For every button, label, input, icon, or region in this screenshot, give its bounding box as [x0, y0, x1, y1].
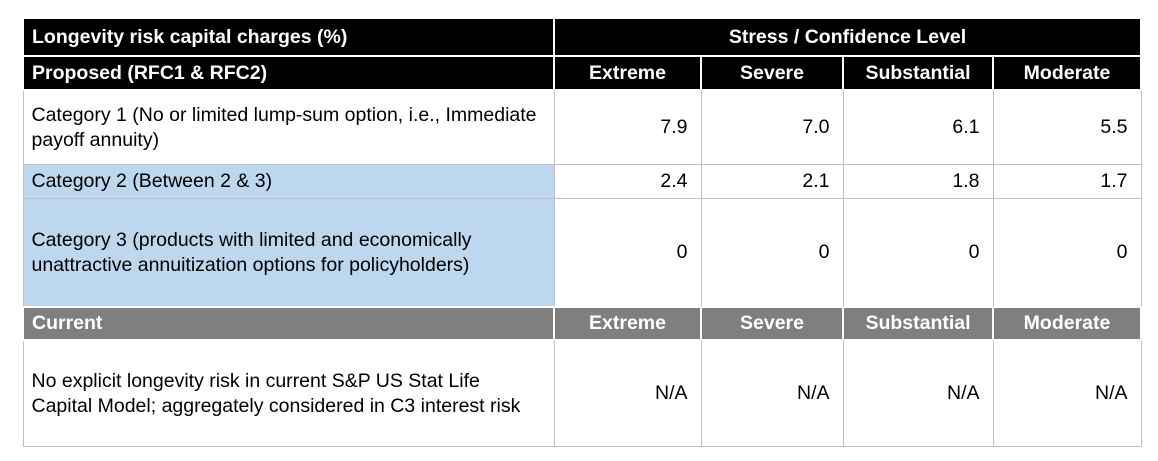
category-2-label: Category 2 (Between 2 & 3) — [22, 163, 555, 199]
current-level-extreme: Extreme — [553, 306, 702, 341]
category-2-substantial-value: 1.8 — [842, 163, 994, 199]
category-1-label: Category 1 (No or limited lump-sum optio… — [22, 89, 555, 165]
category-3-severe-value: 0 — [700, 197, 844, 308]
current-moderate-value: N/A — [992, 339, 1142, 448]
category-3-substantial-value: 0 — [842, 197, 994, 308]
table-row-current-model: No explicit longevity risk in current S&… — [22, 339, 1142, 448]
category-3-extreme-value: 0 — [553, 197, 702, 308]
proposed-level-severe: Severe — [700, 54, 844, 92]
longevity-risk-table: Longevity risk capital charges (%) Stres… — [22, 17, 1143, 448]
proposed-level-moderate: Moderate — [991, 54, 1143, 92]
current-level-moderate: Moderate — [991, 306, 1143, 341]
current-extreme-value: N/A — [553, 339, 702, 448]
category-2-moderate-value: 1.7 — [992, 163, 1142, 199]
stress-confidence-header: Stress / Confidence Level — [552, 17, 1143, 57]
table-row-category-2: Category 2 (Between 2 & 3) 2.4 2.1 1.8 1… — [22, 163, 1142, 199]
current-level-substantial: Substantial — [842, 306, 994, 341]
category-3-label: Category 3 (products with limited and ec… — [22, 197, 555, 308]
current-severe-value: N/A — [700, 339, 844, 448]
category-1-severe-value: 7.0 — [700, 89, 844, 165]
proposed-header-row: Proposed (RFC1 & RFC2) Extreme Severe Su… — [22, 54, 1143, 92]
category-1-extreme-value: 7.9 — [553, 89, 702, 165]
current-model-label: No explicit longevity risk in current S&… — [22, 339, 555, 448]
proposed-label: Proposed (RFC1 & RFC2) — [22, 54, 555, 92]
category-1-substantial-value: 6.1 — [842, 89, 994, 165]
table-row-category-3: Category 3 (products with limited and ec… — [22, 197, 1142, 308]
category-2-severe-value: 2.1 — [700, 163, 844, 199]
table-title: Longevity risk capital charges (%) — [22, 17, 555, 57]
current-level-severe: Severe — [700, 306, 844, 341]
category-1-moderate-value: 5.5 — [992, 89, 1142, 165]
table-title-row: Longevity risk capital charges (%) Stres… — [22, 17, 1143, 57]
category-2-extreme-value: 2.4 — [553, 163, 702, 199]
proposed-level-extreme: Extreme — [553, 54, 702, 92]
category-3-moderate-value: 0 — [992, 197, 1142, 308]
current-substantial-value: N/A — [842, 339, 994, 448]
current-header-row: Current Extreme Severe Substantial Moder… — [22, 306, 1143, 341]
table-row-category-1: Category 1 (No or limited lump-sum optio… — [22, 89, 1142, 165]
proposed-level-substantial: Substantial — [842, 54, 994, 92]
current-label: Current — [22, 306, 555, 341]
